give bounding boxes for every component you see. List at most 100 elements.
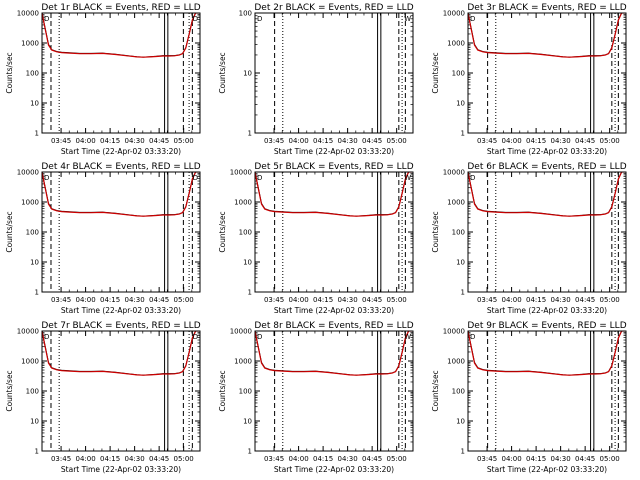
y-tick-label: 1 bbox=[35, 130, 39, 138]
x-tick-label: 03:45 bbox=[264, 137, 284, 145]
x-tick-label: 03:45 bbox=[477, 455, 497, 463]
x-tick-label: 03:45 bbox=[264, 296, 284, 304]
y-tick-label: 1000 bbox=[447, 358, 465, 366]
x-axis-label: Start Time (22-Apr-02 03:33:20) bbox=[487, 465, 607, 474]
panel-marker-left: D bbox=[470, 174, 475, 182]
series-events-line bbox=[42, 13, 199, 58]
y-tick-label: 1 bbox=[461, 130, 465, 138]
y-tick-label: 1000 bbox=[21, 199, 39, 207]
y-tick-label: 1000 bbox=[21, 40, 39, 48]
panel-marker-left: D bbox=[44, 333, 49, 341]
series-lld-line bbox=[255, 172, 412, 217]
y-tick-label: 10000 bbox=[443, 328, 465, 336]
x-tick-label: 04:15 bbox=[526, 137, 546, 145]
panel-title: Det 1r BLACK = Events, RED = LLD bbox=[41, 3, 200, 13]
x-tick-label: 04:00 bbox=[288, 455, 308, 463]
x-axis-label: Start Time (22-Apr-02 03:33:20) bbox=[61, 147, 181, 156]
y-axis-label: Counts/sec bbox=[5, 52, 14, 93]
plot-frame bbox=[41, 12, 201, 134]
x-tick-label: 04:00 bbox=[501, 137, 521, 145]
series-lld-line bbox=[42, 13, 199, 58]
panel-title: Det 5r BLACK = Events, RED = LLD bbox=[254, 162, 413, 172]
y-tick-label: 10000 bbox=[230, 328, 252, 336]
panel-marker-left: D bbox=[44, 15, 49, 23]
y-axis-label: Counts/sec bbox=[218, 211, 227, 252]
x-tick-label: 04:15 bbox=[313, 455, 333, 463]
x-tick-label: 04:00 bbox=[288, 137, 308, 145]
x-tick-label: 04:45 bbox=[149, 455, 169, 463]
series-lld-line bbox=[468, 172, 625, 217]
y-tick-label: 1000 bbox=[447, 40, 465, 48]
y-tick-label: 100 bbox=[239, 229, 252, 237]
plot-frame bbox=[254, 330, 414, 452]
panel-det-7: Det 7r BLACK = Events, RED = LLD Counts/s… bbox=[5, 321, 201, 474]
series-events-line bbox=[42, 172, 199, 217]
y-tick-label: 10000 bbox=[17, 328, 39, 336]
panel-marker-right: D bbox=[193, 174, 198, 182]
panel-title: Det 9r BLACK = Events, RED = LLD bbox=[467, 321, 626, 331]
panel-marker-left: D bbox=[44, 174, 49, 182]
x-tick-label: 04:45 bbox=[575, 296, 595, 304]
y-tick-label: 10 bbox=[456, 100, 465, 108]
series-events-line bbox=[42, 331, 199, 376]
x-tick-label: 05:00 bbox=[174, 296, 194, 304]
x-tick-label: 04:30 bbox=[338, 296, 358, 304]
panel-marker-right: W bbox=[404, 15, 411, 23]
y-tick-label: 100 bbox=[26, 229, 39, 237]
x-tick-label: 04:00 bbox=[75, 296, 95, 304]
y-tick-label: 1 bbox=[461, 289, 465, 297]
y-axis-label: Counts/sec bbox=[431, 370, 440, 411]
y-tick-label: 10 bbox=[243, 418, 252, 426]
panel-title: Det 3r BLACK = Events, RED = LLD bbox=[467, 3, 626, 13]
y-tick-label: 10000 bbox=[443, 169, 465, 177]
x-tick-label: 04:30 bbox=[551, 137, 571, 145]
x-tick-label: 05:00 bbox=[387, 296, 407, 304]
y-tick-label: 10 bbox=[243, 259, 252, 267]
panel-title: Det 8r BLACK = Events, RED = LLD bbox=[254, 321, 413, 331]
x-axis-label: Start Time (22-Apr-02 03:33:20) bbox=[274, 306, 394, 315]
series-lld-line bbox=[42, 172, 199, 217]
x-tick-label: 04:15 bbox=[313, 296, 333, 304]
x-tick-label: 04:30 bbox=[125, 137, 145, 145]
y-tick-label: 1 bbox=[35, 448, 39, 456]
x-tick-label: 04:45 bbox=[362, 455, 382, 463]
x-tick-label: 04:30 bbox=[338, 137, 358, 145]
y-tick-label: 10000 bbox=[443, 10, 465, 18]
x-tick-label: 04:15 bbox=[526, 296, 546, 304]
panel-marker-right: D bbox=[193, 15, 198, 23]
y-tick-label: 1000 bbox=[234, 199, 252, 207]
x-tick-label: 05:00 bbox=[387, 137, 407, 145]
plot-frame bbox=[41, 171, 201, 293]
x-tick-label: 04:15 bbox=[526, 455, 546, 463]
x-tick-label: 04:45 bbox=[575, 137, 595, 145]
y-tick-label: 1 bbox=[248, 448, 252, 456]
x-tick-label: 04:45 bbox=[149, 296, 169, 304]
x-tick-label: 04:15 bbox=[100, 137, 120, 145]
x-tick-label: 05:00 bbox=[600, 137, 620, 145]
panel-det-3: Det 3r BLACK = Events, RED = LLD Counts/s… bbox=[431, 3, 627, 156]
y-tick-label: 1000 bbox=[21, 358, 39, 366]
x-tick-label: 04:00 bbox=[501, 455, 521, 463]
x-tick-label: 04:30 bbox=[125, 296, 145, 304]
x-tick-label: 05:00 bbox=[174, 137, 194, 145]
panel-marker-left: D bbox=[257, 15, 262, 23]
panel-marker-left: D bbox=[257, 333, 262, 341]
series-lld-line bbox=[468, 331, 625, 376]
y-tick-label: 10 bbox=[243, 70, 252, 78]
x-tick-label: 03:45 bbox=[51, 137, 71, 145]
x-tick-label: 04:15 bbox=[100, 296, 120, 304]
y-tick-label: 10 bbox=[456, 259, 465, 267]
y-tick-label: 1 bbox=[248, 289, 252, 297]
x-tick-label: 04:45 bbox=[149, 137, 169, 145]
y-tick-label: 100 bbox=[26, 70, 39, 78]
series-events-line bbox=[468, 331, 625, 376]
y-tick-label: 100 bbox=[239, 10, 252, 18]
series-lld-line bbox=[42, 331, 199, 376]
y-tick-label: 1 bbox=[35, 289, 39, 297]
y-tick-label: 100 bbox=[452, 388, 465, 396]
x-tick-label: 04:00 bbox=[288, 296, 308, 304]
y-axis-label: Counts/sec bbox=[431, 211, 440, 252]
y-tick-label: 100 bbox=[452, 70, 465, 78]
panel-marker-right: D bbox=[193, 333, 198, 341]
